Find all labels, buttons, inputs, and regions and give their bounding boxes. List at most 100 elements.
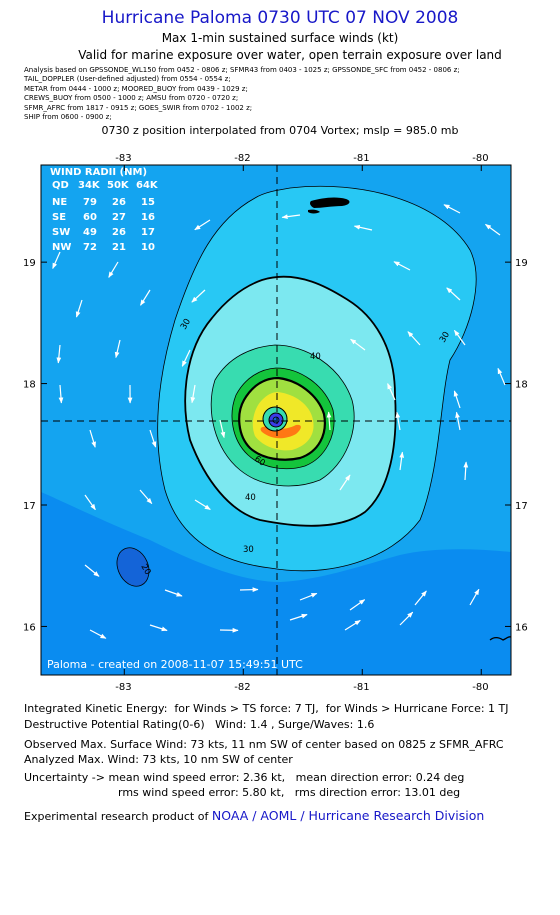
wind-radii-cell: 10	[141, 242, 155, 253]
analysis-line: SFMR_AFRC from 1817 - 0915 z; GOES_SWIR …	[24, 103, 253, 112]
wind-arrow	[485, 223, 501, 236]
analysis-line: Analysis based on GPSSONDE_WL150 from 04…	[24, 66, 460, 74]
wind-radii-cell: 26	[112, 197, 126, 208]
contour-label: 30	[179, 317, 193, 331]
x-tick-label-top: -82	[234, 153, 250, 164]
wind-arrow	[399, 451, 405, 471]
x-tick-label-bottom: -81	[353, 682, 369, 693]
analysis-line: SHIP from 0600 - 0900 z;	[24, 113, 112, 122]
analysis-line: TAIL_DOPPLER (User-defined adjusted) fro…	[24, 75, 231, 84]
eye-core	[272, 416, 280, 424]
wind-arrow	[281, 214, 301, 220]
wind-arrow	[455, 411, 461, 431]
wind-arrow	[56, 344, 62, 364]
wind-arrow	[497, 367, 506, 386]
y-tick-label-right: 18	[515, 380, 528, 391]
footer-ike: Integrated Kinetic Energy: for Winds > T…	[24, 702, 509, 715]
wind-arrow	[149, 624, 168, 632]
wind-radii-cell: 16	[141, 212, 155, 223]
wind-arrow	[353, 224, 373, 231]
wind-arrow	[164, 589, 183, 597]
wind-radii-cell: 15	[141, 197, 155, 208]
map-credit: Paloma - created on 2008-11-07 15:49:51 …	[47, 658, 303, 671]
wind-arrow	[84, 564, 100, 577]
footer-analyzed-max: Analyzed Max. Wind: 73 kts, 10 nm SW of …	[24, 753, 293, 766]
band-max-wind	[260, 424, 301, 439]
wind-arrow	[108, 261, 119, 278]
map-title: Hurricane Paloma 0730 UTC 07 NOV 2008	[101, 8, 459, 28]
wind-radii-cell: 17	[141, 227, 155, 238]
wind-arrow	[453, 390, 461, 409]
wind-arrow	[194, 219, 211, 231]
wind-arrow	[387, 383, 396, 401]
wind-arrow	[289, 613, 308, 621]
coastline	[489, 636, 511, 641]
wind-arrow	[350, 338, 366, 351]
wind-arrow	[339, 474, 351, 491]
wind-arrow	[453, 329, 466, 346]
wind-arrow	[114, 339, 121, 359]
wind-radii-cell: 79	[83, 197, 97, 208]
footer-dpr: Destructive Potential Rating(0-6) Wind: …	[24, 718, 375, 731]
y-tick-label-right: 16	[515, 622, 528, 633]
wind-arrow	[469, 588, 480, 606]
wind-arrow	[414, 590, 427, 606]
x-tick-label-bottom: -83	[115, 682, 131, 693]
contour-label: 40	[245, 493, 256, 503]
footer-observed-max: Observed Max. Surface Wind: 73 kts, 11 n…	[24, 738, 504, 751]
wind-radii-cell: 26	[112, 227, 126, 238]
wind-arrow	[344, 619, 361, 631]
wind-arrow	[58, 384, 64, 404]
position-note: 0730 z position interpolated from 0704 V…	[101, 124, 459, 137]
wind-radii-cell: SE	[52, 212, 66, 223]
wind-arrow	[393, 261, 411, 271]
analysis-sources: Analysis based on GPSSONDE_WL150 from 04…	[24, 66, 554, 122]
map-subtitle-units: Max 1-min sustained surface winds (kt)	[161, 31, 399, 45]
wind-arrow	[191, 289, 206, 303]
footer-uncertainty-rms: rms wind speed error: 5.80 kt, rms direc…	[118, 786, 461, 799]
wind-arrow	[326, 411, 332, 431]
wind-radii-cell: 49	[83, 227, 97, 238]
x-tick-label-top: -80	[472, 153, 488, 164]
wind-arrow	[395, 411, 401, 431]
wind-field-map: 30 30 30 40 40 60 20 WIND RADII (NM) QD …	[23, 153, 528, 693]
wind-speed-field	[41, 165, 511, 675]
wind-arrow	[89, 429, 96, 448]
wind-radii-table: WIND RADII (NM) QD 34K 50K 64K NE 79 26 …	[50, 167, 159, 253]
wind-arrow	[299, 592, 318, 601]
x-tick-label-top: -81	[353, 153, 369, 164]
contour-label: 30	[243, 545, 254, 555]
axis-ticks: -83 -83 -82 -82 -81 -81 -80 -80 19 19 18 18 17 17 16 16	[23, 153, 528, 693]
wind-radii-cell: NW	[52, 242, 71, 253]
low-wind-spot	[116, 547, 150, 587]
wind-arrow	[190, 384, 196, 404]
wind-arrow	[446, 287, 461, 301]
wind-arrow	[75, 299, 83, 318]
little-cayman-island	[308, 209, 320, 214]
x-tick-label-top: -83	[115, 153, 131, 164]
noaa-aoml-link[interactable]: NOAA / AOML / Hurricane Research Divisio…	[211, 808, 485, 823]
wind-radii-title: WIND RADII (NM)	[50, 167, 147, 178]
wind-radii-cell: 27	[112, 212, 126, 223]
wind-arrow	[139, 289, 151, 306]
wind-arrow	[219, 419, 226, 439]
y-tick-label-left: 16	[23, 622, 36, 633]
wind-arrow	[463, 461, 469, 481]
map-frame	[40, 164, 512, 676]
wind-arrow	[89, 629, 107, 639]
wind-arrow	[239, 587, 259, 593]
y-tick-label-left: 19	[23, 258, 36, 269]
wind-radii-header-50k: 50K	[107, 180, 130, 191]
wind-radii-cell: NE	[52, 197, 67, 208]
wind-radii-header-34k: 34K	[78, 180, 101, 191]
wind-radii-cell: 72	[83, 242, 97, 253]
analysis-line: CREWS_BUOY from 0500 - 1000 z; AMSU from…	[24, 94, 239, 103]
wind-arrow	[399, 611, 414, 626]
wind-radii-cell: 60	[83, 212, 97, 223]
wind-arrow	[349, 599, 366, 611]
contour-label: 40	[310, 352, 321, 362]
y-tick-label-right: 19	[515, 258, 528, 269]
footer-experimental-prefix: Experimental research product of	[24, 810, 212, 823]
wind-arrow	[443, 204, 461, 214]
cayman-brac-island	[310, 197, 350, 208]
